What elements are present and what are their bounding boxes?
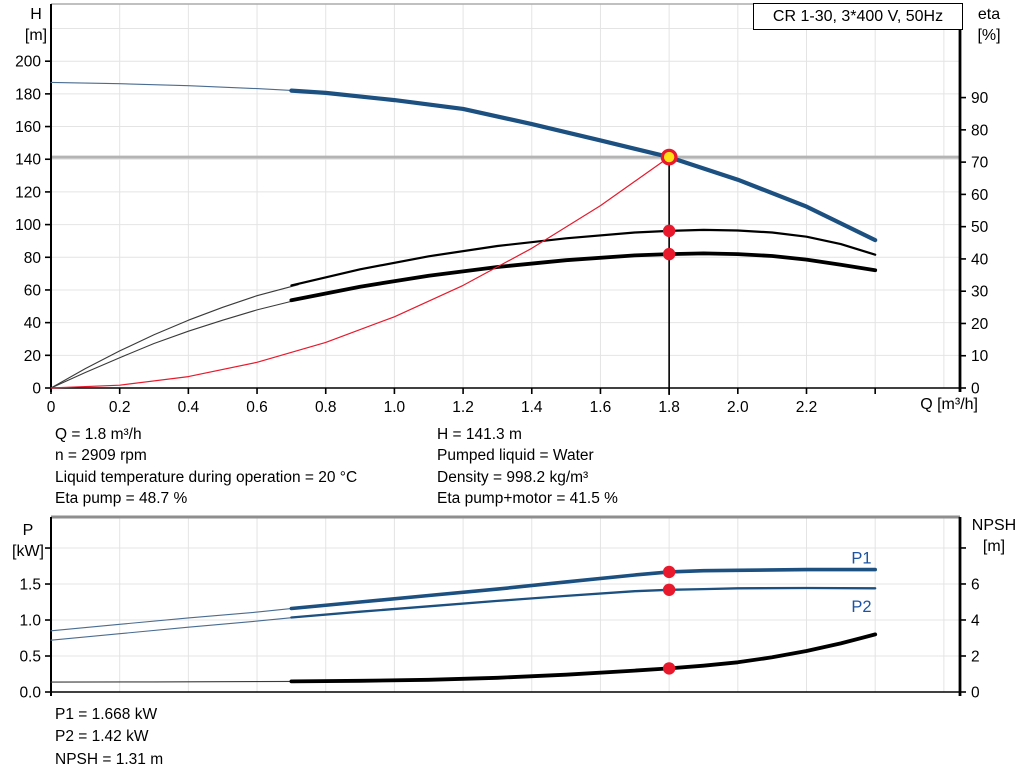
y-tick-label: 180 (15, 86, 41, 103)
duty-point-marker (660, 148, 678, 166)
eta-axis-label: eta [%] (966, 5, 1012, 46)
curve-point-marker (662, 247, 676, 261)
y-tick-label: 100 (15, 217, 41, 234)
head-axis-symbol: H (30, 6, 42, 23)
eta-pump-motor-curve-min-flow (50, 299, 299, 389)
info-eta-pump: Eta pump = 48.7 % (55, 490, 188, 508)
y-tick-label: 0 (971, 381, 980, 398)
system-curve (50, 156, 670, 389)
eta-axis-unit: [%] (977, 26, 1001, 44)
info-density: Density = 998.2 kg/m³ (437, 468, 589, 486)
npsh-curve-min-flow (50, 680, 299, 683)
result-p2: P2 = 1.42 kW (55, 728, 149, 746)
npsh-axis-symbol: NPSH (971, 517, 1017, 534)
y-tick-label: 4 (971, 612, 980, 629)
y-tick-label: 200 (15, 54, 41, 71)
head-curve (289, 88, 878, 243)
power-axis-symbol: P (22, 522, 34, 539)
y-tick-label: 60 (971, 187, 989, 204)
curve-point-marker (662, 583, 676, 596)
result-p1: P1 = 1.668 kW (55, 706, 158, 723)
info-head: H = 141.3 m (437, 426, 522, 443)
x-tick-label: 1.0 (384, 399, 406, 416)
curve-label: P2 (851, 598, 871, 616)
y-tick-label: 0.0 (19, 685, 41, 702)
y-tick-label: 50 (971, 219, 989, 236)
y-tick-label: 80 (971, 122, 989, 139)
x-tick-label: 2.0 (727, 399, 749, 416)
y-tick-label: 0 (971, 685, 980, 702)
results-block: P1 = 1.668 kW P2 = 1.42 kW NPSH = 1.31 m (55, 704, 163, 771)
p2-curve (290, 586, 877, 619)
y-tick-label: 40 (971, 251, 989, 268)
y-tick-label: 0 (32, 381, 41, 398)
power-axis-label: P [kW] (6, 521, 50, 562)
y-tick-label: 2 (971, 648, 980, 665)
duty-info-right-column: H = 141.3 m Pumped liquid = Water Densit… (437, 424, 618, 510)
info-speed: n = 2909 rpm (55, 447, 147, 465)
npsh-axis-unit: [m] (982, 537, 1006, 555)
y-tick-label: 70 (971, 155, 989, 172)
power-npsh-chart: 0.0 0.5 1.0 1.5 0 2 4 6 P1 P2 (19, 515, 980, 702)
p1-curve (289, 567, 878, 611)
p2-curve-min-flow (50, 616, 299, 641)
y-tick-label: 80 (24, 250, 42, 267)
pump-title-box: CR 1-30, 3*400 V, 50Hz (753, 3, 963, 30)
y-tick-label: 20 (24, 348, 42, 365)
flow-axis-label: Q [m³/h] (920, 396, 978, 413)
y-tick-label: 120 (15, 184, 41, 201)
x-tick-label: 0.8 (315, 399, 337, 416)
head-curve-min-flow (50, 81, 299, 92)
result-npsh: NPSH = 1.31 m (55, 750, 164, 768)
duty-info-left-column: Q = 1.8 m³/h n = 2909 rpm Liquid tempera… (55, 424, 357, 510)
eta-pump-curve-min-flow (50, 284, 299, 389)
power-axis-unit: [kW] (12, 542, 44, 560)
head-axis-unit: [m] (24, 26, 48, 44)
info-liquid-temperature: Liquid temperature during operation = 20… (55, 468, 358, 486)
y-tick-label: 140 (15, 152, 41, 169)
y-tick-label: 1.0 (19, 613, 41, 630)
npsh-axis-label: NPSH [m] (966, 516, 1022, 557)
y-tick-label: 6 (971, 576, 980, 593)
info-flow: Q = 1.8 m³/h (55, 426, 142, 443)
pump-title: CR 1-30, 3*400 V, 50Hz (772, 8, 944, 25)
y-tick-label: 1.5 (19, 577, 41, 594)
y-tick-label: 160 (15, 119, 41, 136)
curve-label: P1 (851, 550, 871, 568)
curve-point-marker (662, 224, 676, 238)
x-tick-label: 0.2 (109, 399, 131, 416)
y-tick-label: 60 (24, 282, 42, 299)
x-tick-label: 0.6 (246, 399, 268, 416)
y-tick-label: 20 (971, 316, 989, 333)
curve-point-marker (662, 662, 676, 675)
info-eta-pump-motor: Eta pump+motor = 41.5 % (437, 490, 618, 508)
x-tick-label: 1.6 (590, 399, 612, 416)
head-axis-label: H [m] (14, 5, 58, 46)
x-tick-label: 0 (47, 399, 56, 416)
info-pumped-liquid: Pumped liquid = Water (437, 447, 594, 465)
x-tick-label: 0.4 (178, 399, 200, 416)
y-tick-label: 10 (971, 348, 989, 365)
p1-curve-min-flow (50, 607, 299, 632)
y-tick-label: 90 (971, 90, 989, 107)
x-tick-label: 2.2 (796, 399, 818, 416)
x-tick-label: 1.2 (452, 399, 474, 416)
x-tick-label: 1.4 (521, 399, 543, 416)
x-tick-label: 1.8 (658, 399, 680, 416)
y-tick-label: 30 (971, 284, 989, 301)
curve-point-marker (662, 565, 676, 579)
eta-axis-symbol: eta (977, 6, 1001, 23)
npsh-curve (289, 632, 878, 684)
qh-eta-chart: 0 0.2 0.4 0.6 0.8 1.0 1.2 1.4 1.6 1.8 2.0 2.2 0 20 40 6… (15, 3, 989, 416)
y-tick-label: 0.5 (19, 649, 41, 666)
y-tick-label: 40 (24, 315, 42, 332)
eta-pump-motor-curve (289, 251, 878, 303)
